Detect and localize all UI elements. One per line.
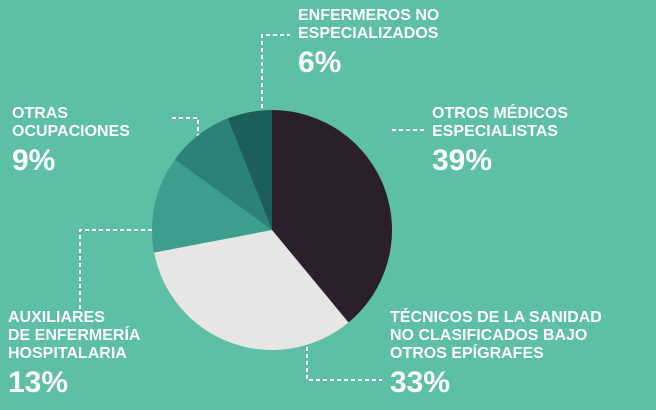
pie-slice: [272, 110, 393, 323]
slice-label: AUXILIARES DE ENFERMERÍA HOSPITALARIA: [8, 309, 141, 362]
slice-value-label: 33%: [390, 366, 450, 399]
slice-label: ENFERMEROS NO ESPECIALIZADOS: [298, 7, 439, 42]
slice-label: OTRAS OCUPACIONES: [12, 105, 130, 140]
leader-line: [306, 340, 382, 381]
leader-line: [79, 229, 152, 310]
slice-label: OTROS MÉDICOS ESPECIALISTAS: [432, 103, 568, 140]
pie-slice: [152, 159, 272, 253]
slice-value-label: 6%: [298, 46, 341, 79]
pie-slice: [227, 110, 272, 230]
pie-slice: [174, 118, 272, 230]
slice-value-label: 9%: [12, 144, 55, 177]
leader-line: [172, 117, 199, 140]
slice-value-label: 39%: [432, 144, 492, 177]
slice-value-label: 13%: [8, 366, 68, 399]
leader-line: [261, 34, 290, 108]
slice-label: TÉCNICOS DE LA SANIDAD NO CLASIFICADOS BA…: [390, 307, 602, 362]
pie-slice: [154, 230, 349, 350]
